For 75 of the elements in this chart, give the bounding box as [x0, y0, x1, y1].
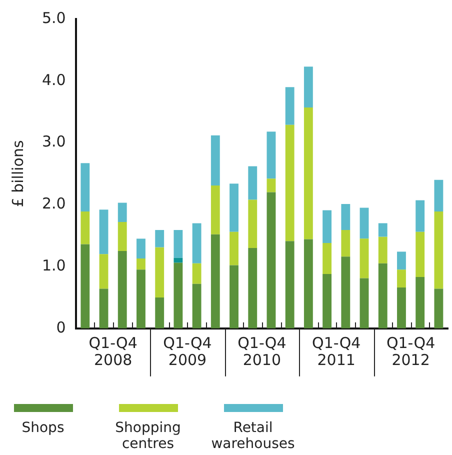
- bar: [266, 178, 276, 192]
- bar: [155, 230, 164, 248]
- bar: [99, 288, 108, 328]
- bar: [230, 265, 238, 328]
- bar: [248, 200, 258, 248]
- bar: [266, 132, 276, 179]
- bar: [304, 66, 313, 108]
- y-tick-label: 5.0: [42, 8, 66, 27]
- bar: [230, 184, 238, 232]
- bar: [378, 236, 388, 264]
- legend-label: Shops: [20, 420, 66, 436]
- bar: [434, 288, 444, 328]
- bar: [285, 87, 294, 125]
- legend-label: Retail warehouses: [210, 420, 296, 452]
- bar: [360, 238, 369, 278]
- bar: [285, 124, 294, 242]
- bar: [341, 256, 350, 328]
- bar: [118, 202, 127, 222]
- bar: [174, 230, 183, 258]
- bar: [397, 252, 406, 270]
- bar: [304, 107, 313, 240]
- bar: [397, 270, 406, 288]
- bar: [136, 258, 146, 270]
- bar: [416, 232, 425, 278]
- text: Q1-Q4 2011: [312, 334, 361, 369]
- bar: [322, 243, 332, 274]
- bar: [360, 208, 369, 239]
- bar: [192, 223, 202, 264]
- bar: [155, 247, 164, 298]
- bar: [378, 223, 388, 237]
- bar: [118, 251, 127, 328]
- bar: [248, 166, 258, 200]
- bar: [416, 277, 425, 328]
- bar: [304, 239, 313, 328]
- bar: [434, 180, 444, 212]
- bar: [434, 211, 444, 289]
- bar: [266, 192, 276, 328]
- bar: [192, 284, 202, 328]
- text: Q1-Q4 2008: [88, 334, 138, 369]
- bar: [80, 244, 90, 328]
- bar: [99, 254, 108, 289]
- bar: [210, 135, 220, 186]
- bar: [174, 258, 183, 263]
- text: Q1-Q4 2009: [163, 334, 212, 369]
- bar: [155, 297, 164, 328]
- bar: [248, 248, 258, 328]
- text: Q1-Q4 2012: [386, 334, 436, 369]
- bar: [341, 230, 350, 257]
- bar: [397, 288, 406, 328]
- bar: [360, 278, 369, 328]
- bar: [341, 204, 350, 230]
- bar: [99, 210, 108, 254]
- bar: [118, 222, 127, 252]
- bar: [285, 241, 294, 328]
- bar: [136, 270, 146, 328]
- bar: [378, 263, 388, 328]
- bar: [322, 274, 332, 328]
- legend-label: Shopping centres: [114, 420, 182, 452]
- y-tick-label: 0: [56, 318, 66, 336]
- y-tick-label: 1.0: [42, 256, 66, 274]
- bar: [230, 232, 238, 266]
- y-axis-title: £ billions: [8, 140, 27, 208]
- bar: [210, 185, 220, 234]
- text: Q1-Q4 2010: [238, 334, 286, 369]
- bar: [80, 211, 90, 244]
- bar: [136, 238, 146, 258]
- y-tick-label: 2.0: [42, 194, 66, 213]
- bar: [80, 163, 90, 212]
- y-tick-label: 4.0: [42, 70, 66, 89]
- bar: [210, 234, 220, 328]
- bar: [416, 200, 425, 232]
- bar: [192, 263, 202, 284]
- y-tick-label: 3.0: [42, 132, 66, 151]
- bar: [174, 262, 183, 328]
- bar: [322, 210, 332, 244]
